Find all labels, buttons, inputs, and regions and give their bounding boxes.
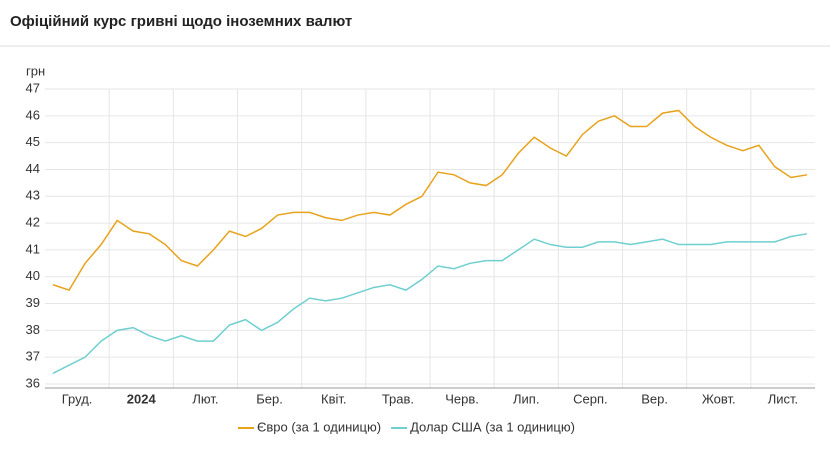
y-tick-label: 45 [26,134,40,149]
y-tick-label: 43 [26,188,40,203]
x-tick-label: Лист. [768,391,798,406]
x-tick-label: 2024 [127,391,157,406]
x-tick-label: Вер. [641,391,668,406]
x-tick-label: Квіт. [321,391,347,406]
x-tick-label: Жовт. [702,391,736,406]
x-tick-label: Лип. [513,391,539,406]
y-tick-label: 44 [26,161,40,176]
y-tick-label: 40 [26,268,40,283]
line-series [52,233,808,374]
x-tick-label: Черв. [445,391,479,406]
y-tick-label: 41 [26,241,40,256]
x-tick-label: Груд. [62,391,93,406]
x-tick-label: Лют. [192,391,218,406]
y-tick-label: 47 [26,80,40,95]
legend-label: Євро (за 1 одиницю) [257,419,381,434]
x-tick-label: Серп. [573,391,608,406]
y-tick-label: 46 [26,107,40,122]
y-tick-label: 39 [26,295,40,310]
y-axis-label: грн [26,63,45,78]
y-tick-label: 36 [26,375,40,390]
y-tick-label: 42 [26,215,40,230]
y-tick-label: 37 [26,349,40,364]
legend-label: Долар США (за 1 одиницю) [410,419,575,434]
x-tick-label: Бер. [256,391,283,406]
x-tick-label: Трав. [382,391,414,406]
line-series [52,109,808,292]
y-tick-label: 38 [26,322,40,337]
title: Офіційний курс гривні щодо іноземних вал… [10,13,352,30]
